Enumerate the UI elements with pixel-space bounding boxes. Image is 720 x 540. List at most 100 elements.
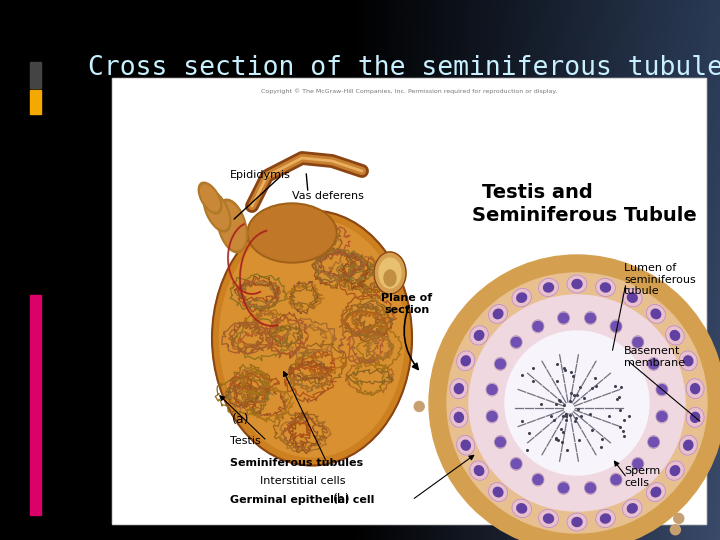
Ellipse shape [690,383,700,394]
Ellipse shape [567,275,587,293]
Ellipse shape [469,461,488,480]
Ellipse shape [469,326,488,345]
Ellipse shape [600,283,611,292]
Circle shape [511,459,521,469]
Ellipse shape [203,190,231,232]
Ellipse shape [647,436,660,449]
Bar [30,62,41,88]
Ellipse shape [585,482,596,495]
Ellipse shape [647,357,660,370]
Circle shape [559,313,569,323]
Ellipse shape [198,182,222,214]
Text: Interstitial cells: Interstitial cells [260,476,346,486]
Ellipse shape [632,457,644,470]
Ellipse shape [585,312,596,325]
Ellipse shape [212,211,412,465]
Text: Vas deferens: Vas deferens [292,191,364,201]
Ellipse shape [665,326,684,345]
Ellipse shape [610,473,622,486]
Circle shape [414,401,424,411]
Ellipse shape [510,457,522,470]
Text: Plane of
section: Plane of section [382,293,433,315]
Ellipse shape [488,483,508,502]
Circle shape [585,313,595,323]
Text: Testis and: Testis and [482,183,593,202]
Ellipse shape [488,305,508,323]
Ellipse shape [474,466,484,475]
Ellipse shape [651,309,661,319]
Circle shape [585,483,595,493]
Ellipse shape [454,413,464,422]
Ellipse shape [684,356,693,366]
Ellipse shape [684,440,693,450]
Ellipse shape [384,270,396,286]
Ellipse shape [595,279,616,296]
Circle shape [670,525,680,535]
Bar [112,78,706,524]
Ellipse shape [219,202,246,250]
Circle shape [674,514,684,523]
Ellipse shape [532,473,544,486]
Ellipse shape [512,499,531,518]
Ellipse shape [493,309,503,319]
Ellipse shape [517,504,526,513]
Ellipse shape [456,435,475,455]
Text: Basement
membrane: Basement membrane [624,346,685,368]
Text: Epididymis: Epididymis [230,170,291,180]
Ellipse shape [690,413,700,422]
Ellipse shape [627,504,637,513]
Ellipse shape [623,288,642,307]
Circle shape [611,475,621,484]
Ellipse shape [217,199,247,253]
Ellipse shape [647,483,665,502]
Circle shape [487,411,497,421]
Ellipse shape [670,466,680,475]
Text: Sperm
cells: Sperm cells [624,466,660,488]
Ellipse shape [632,336,644,349]
Circle shape [649,437,659,447]
Bar [112,78,706,524]
Text: Germinal epithelial cell: Germinal epithelial cell [230,495,374,505]
Circle shape [657,411,667,421]
Text: Lumen of
seminiferous
tubule: Lumen of seminiferous tubule [624,263,696,296]
Text: Seminiferous tubules: Seminiferous tubules [230,458,363,468]
Ellipse shape [486,410,498,423]
Text: Copyright © The McGraw-Hill Companies, Inc. Permission required for reproduction: Copyright © The McGraw-Hill Companies, I… [261,88,557,93]
Ellipse shape [670,330,680,340]
Ellipse shape [623,499,642,518]
Ellipse shape [450,379,468,399]
Ellipse shape [429,255,720,540]
Ellipse shape [201,185,220,211]
Circle shape [495,359,505,369]
Circle shape [533,321,543,332]
Ellipse shape [557,312,570,325]
Bar [30,295,41,515]
Ellipse shape [532,320,544,333]
Ellipse shape [557,482,570,495]
Ellipse shape [493,487,503,497]
Ellipse shape [544,514,554,523]
Text: (b): (b) [333,493,351,506]
Ellipse shape [567,513,587,531]
Ellipse shape [686,379,704,399]
Ellipse shape [610,320,622,333]
Ellipse shape [495,436,506,449]
Circle shape [495,437,505,447]
Ellipse shape [656,383,668,396]
Circle shape [511,337,521,347]
Ellipse shape [374,252,406,294]
Ellipse shape [647,305,665,323]
Circle shape [611,321,621,332]
Ellipse shape [454,383,464,394]
Circle shape [487,384,497,395]
Ellipse shape [517,293,526,302]
Ellipse shape [249,205,335,261]
Text: Cross section of the seminiferous tubule: Cross section of the seminiferous tubule [88,55,720,81]
Ellipse shape [679,351,698,370]
Ellipse shape [205,193,228,229]
Circle shape [533,475,543,484]
Ellipse shape [656,410,668,423]
Circle shape [633,337,643,347]
Ellipse shape [627,293,637,302]
Ellipse shape [379,258,401,288]
